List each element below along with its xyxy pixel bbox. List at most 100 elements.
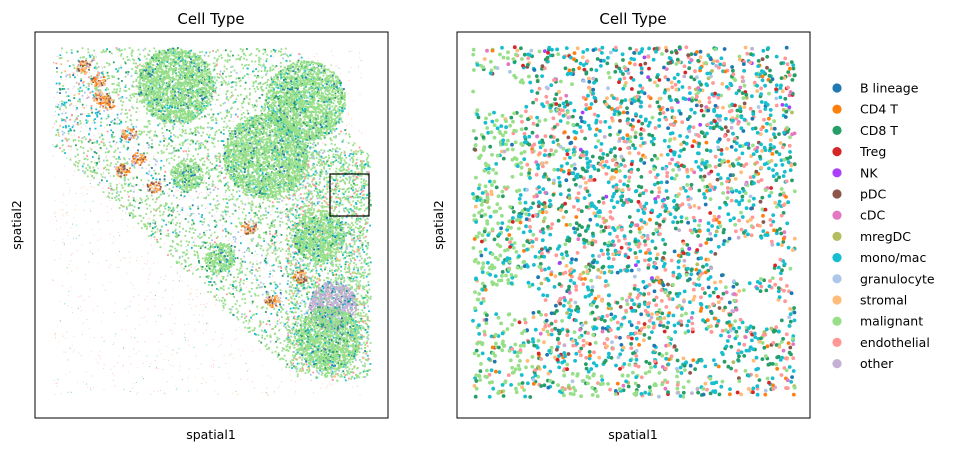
cell-point — [248, 327, 251, 329]
cell-point — [137, 222, 140, 225]
cell-point — [98, 91, 101, 94]
cell-point — [357, 271, 360, 274]
cell-point — [160, 193, 162, 196]
cell-point — [274, 211, 277, 213]
cell-point — [123, 177, 126, 180]
cell-point — [285, 322, 288, 324]
cell-point — [312, 162, 314, 164]
cell-point — [172, 231, 174, 234]
cell-point — [267, 197, 269, 200]
cell-point — [273, 252, 275, 254]
cell-point — [66, 73, 69, 76]
cell-point — [255, 99, 257, 101]
cell-point — [96, 115, 99, 118]
cell-point — [142, 268, 144, 270]
cell-point — [197, 148, 200, 150]
cell-point — [249, 330, 251, 333]
cell-point — [86, 158, 89, 161]
cell-point — [211, 288, 213, 290]
cell-point — [265, 292, 268, 294]
cell-point — [225, 235, 227, 238]
cell-point — [108, 150, 110, 153]
cell-point — [217, 165, 219, 167]
cell-point — [281, 211, 284, 214]
cell-point — [224, 149, 226, 151]
cell-point — [227, 287, 230, 290]
cell-point — [300, 260, 302, 262]
cell-point — [348, 71, 350, 73]
cell-point — [113, 166, 116, 168]
cell-point — [295, 211, 298, 214]
cell-point — [243, 57, 245, 60]
cell-point — [243, 313, 246, 316]
cell-point — [188, 230, 191, 233]
cell-point — [227, 372, 228, 374]
cell-point — [80, 90, 83, 92]
cell-point — [214, 82, 217, 85]
cell-point — [239, 278, 242, 281]
cell-point — [118, 207, 121, 209]
cell-point — [281, 195, 283, 198]
cell-point — [72, 237, 74, 239]
cell-point — [316, 279, 318, 281]
cell-point — [137, 76, 139, 79]
cell-point — [172, 115, 175, 118]
cell-point — [329, 207, 332, 209]
cell-point — [160, 204, 162, 207]
cell-point — [183, 333, 185, 335]
cell-point — [113, 99, 115, 102]
cell-point — [166, 90, 169, 93]
cell-point — [210, 86, 212, 89]
cell-point — [154, 220, 157, 223]
cell-point — [108, 172, 110, 175]
cell-point — [61, 214, 63, 216]
cell-point — [335, 266, 337, 268]
cell-point — [254, 274, 256, 277]
cell-point — [125, 271, 127, 273]
cell-point — [124, 257, 126, 259]
cell-point — [260, 70, 263, 72]
cell-point — [359, 57, 360, 59]
cell-point — [85, 121, 88, 124]
cell-point — [83, 150, 85, 152]
cell-point — [124, 178, 126, 181]
cell-point — [335, 65, 337, 67]
cell-point — [247, 112, 250, 115]
cell-point — [167, 209, 170, 211]
cell-point — [197, 205, 200, 208]
cell-point — [111, 91, 114, 93]
cell-point — [165, 289, 167, 291]
cell-point — [243, 293, 246, 295]
cell-point — [330, 371, 332, 373]
cell-point — [255, 68, 257, 70]
cell-point — [254, 75, 257, 77]
cell-point — [281, 309, 282, 311]
cell-point — [103, 367, 105, 369]
cell-point — [116, 169, 118, 171]
cell-point — [162, 75, 165, 78]
cell-point — [158, 180, 160, 182]
cell-point — [60, 254, 62, 255]
cell-point — [118, 122, 121, 125]
cell-point — [193, 331, 195, 332]
cell-point — [194, 168, 196, 171]
cell-point — [209, 161, 212, 164]
cell-point — [189, 294, 191, 296]
cell-point — [73, 175, 74, 177]
cell-point — [281, 248, 284, 251]
cell-point — [60, 209, 62, 211]
cell-point — [246, 124, 249, 127]
cell-point — [206, 303, 208, 305]
cell-point — [361, 334, 364, 337]
cell-point — [335, 188, 338, 191]
cell-point — [332, 148, 334, 150]
cell-point — [278, 198, 281, 200]
cell-point — [137, 134, 139, 136]
cell-point — [258, 128, 260, 131]
cell-point — [187, 122, 189, 124]
cell-point — [153, 390, 155, 392]
cell-point — [318, 248, 321, 250]
cell-point — [340, 159, 343, 162]
cell-point — [224, 117, 227, 119]
cell-point — [89, 71, 91, 73]
